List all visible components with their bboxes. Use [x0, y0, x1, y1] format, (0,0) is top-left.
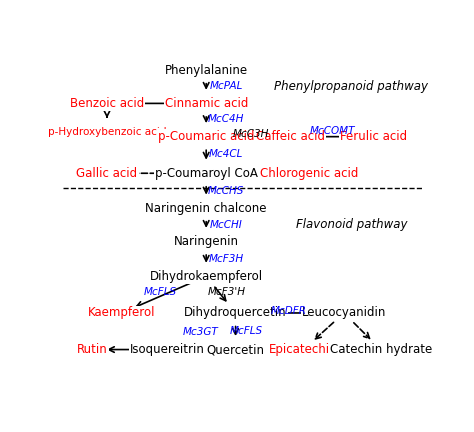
- Text: McC4H: McC4H: [208, 114, 245, 124]
- Text: Phenylalanine: Phenylalanine: [164, 64, 248, 76]
- Text: Kaempferol: Kaempferol: [88, 306, 155, 319]
- Text: Benzoic acid: Benzoic acid: [70, 97, 144, 110]
- Text: Mc4CL: Mc4CL: [209, 149, 244, 159]
- Text: Mc3GT: Mc3GT: [183, 327, 219, 337]
- Text: Epicatechin: Epicatechin: [269, 343, 338, 356]
- Text: Caffeic acid: Caffeic acid: [256, 130, 325, 143]
- Text: Leucocyanidin: Leucocyanidin: [302, 306, 386, 319]
- Text: McF3H: McF3H: [209, 254, 244, 264]
- Text: Chlorogenic acid: Chlorogenic acid: [260, 167, 358, 180]
- Text: McC3H: McC3H: [233, 129, 269, 139]
- Text: Gallic acid: Gallic acid: [76, 167, 137, 180]
- Text: McCOMT: McCOMT: [310, 126, 356, 136]
- Text: Phenylpropanoid pathway: Phenylpropanoid pathway: [274, 80, 428, 93]
- Text: McPAL: McPAL: [210, 81, 243, 91]
- Text: p-Coumaric acid: p-Coumaric acid: [158, 130, 255, 143]
- Text: Dihydroquercetin: Dihydroquercetin: [184, 306, 287, 319]
- Text: McCHS: McCHS: [208, 186, 245, 196]
- Text: Cinnamic acid: Cinnamic acid: [164, 97, 248, 110]
- Text: McCHI: McCHI: [210, 220, 243, 230]
- Text: McFLS: McFLS: [230, 326, 263, 336]
- Text: Naringenin: Naringenin: [173, 235, 239, 248]
- Text: p-Hydroxybenzoic acid: p-Hydroxybenzoic acid: [48, 127, 166, 137]
- Text: McFLS: McFLS: [144, 287, 177, 297]
- Text: Catechin hydrate: Catechin hydrate: [329, 343, 432, 356]
- Text: Isoquereitrin: Isoquereitrin: [130, 343, 205, 356]
- Text: Dihydrokaempferol: Dihydrokaempferol: [150, 270, 263, 283]
- Text: Rutin: Rutin: [77, 343, 108, 356]
- Text: Naringenin chalcone: Naringenin chalcone: [146, 202, 267, 215]
- Text: McF3'H: McF3'H: [208, 287, 246, 297]
- Text: Flavonoid pathway: Flavonoid pathway: [296, 218, 407, 231]
- Text: Quercetin: Quercetin: [207, 343, 264, 356]
- Text: Ferulic acid: Ferulic acid: [340, 130, 407, 143]
- Text: McDFR: McDFR: [271, 305, 307, 316]
- Text: p-Coumaroyl CoA: p-Coumaroyl CoA: [155, 167, 258, 180]
